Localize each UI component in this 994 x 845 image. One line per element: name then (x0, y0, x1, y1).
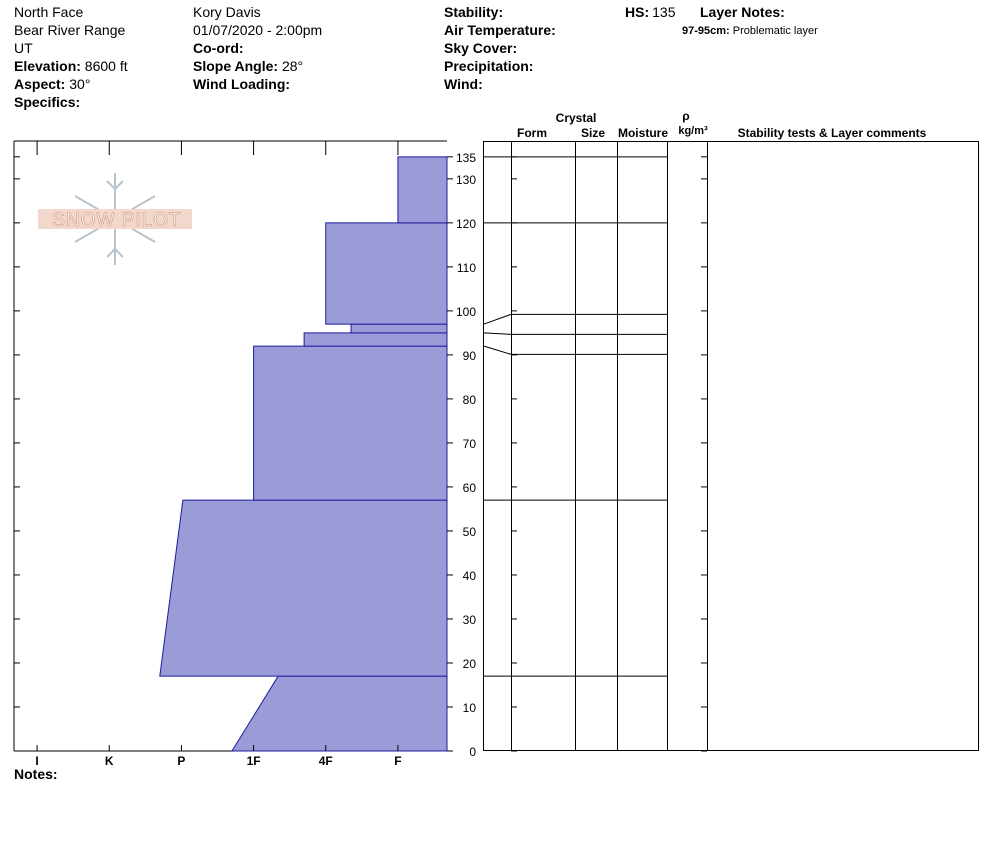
field-label: Co-ord: (193, 40, 244, 56)
y-tick-label: 135 (456, 151, 476, 165)
field-value: 28° (282, 58, 303, 74)
observer: Kory Davis (193, 4, 261, 20)
layer (397, 156, 448, 224)
x-tick-label: K (105, 754, 114, 768)
field: Aspect: 30° (14, 76, 90, 92)
date: 01/07/2020 - 2:00pm (193, 22, 322, 38)
col-header: Crystal (556, 111, 597, 125)
layer-notes-label: Layer Notes: (700, 4, 785, 20)
y-tick-label: 110 (457, 261, 476, 275)
field: Slope Angle: 28° (193, 58, 303, 74)
field-label: Sky Cover: (444, 40, 517, 56)
y-tick-label: 60 (463, 481, 477, 495)
y-tick-label: 40 (463, 569, 477, 583)
field-label: Aspect: (14, 76, 65, 92)
y-tick-label: 80 (463, 393, 477, 407)
col-header: Moisture (618, 126, 668, 140)
field-label: Wind: (444, 76, 483, 92)
x-tick-label: 4F (319, 754, 333, 768)
y-tick-label: 100 (456, 305, 476, 319)
field-label: Slope Angle: (193, 58, 278, 74)
layer-boundary (483, 313, 667, 325)
field: Elevation: 8600 ft (14, 58, 128, 74)
x-tick-label: P (177, 754, 185, 768)
col-header: kg/m³ (678, 125, 708, 137)
layer (325, 222, 448, 325)
x-tick-label: 1F (247, 754, 261, 768)
col-header: ρ (682, 109, 689, 123)
layer (350, 323, 448, 334)
layer-boundary (483, 332, 667, 335)
field-value: 8600 ft (85, 58, 128, 74)
range: Bear River Range (14, 22, 125, 38)
location: North Face (14, 4, 83, 20)
layer (303, 332, 448, 347)
x-tick-label: F (394, 754, 401, 768)
hs-value: 135 (652, 4, 676, 20)
hs: HS: 135 (625, 4, 676, 20)
field-value: 30° (69, 76, 90, 92)
field-label: Elevation: (14, 58, 81, 74)
state: UT (14, 40, 33, 56)
layer-boundary (483, 345, 667, 355)
logo-text: SNOW PILOT (52, 210, 181, 231)
col-header: Size (581, 126, 605, 140)
logo-band (38, 209, 192, 229)
y-tick-label: 70 (463, 437, 477, 451)
y-tick-label: 20 (463, 657, 477, 671)
plot: 0 10 20 30 40 50 60 70 80 90 100 110 120 130 135 I K P 1F 4… (14, 141, 707, 768)
field-label: Stability: (444, 4, 503, 20)
y-tick-label: 10 (463, 701, 477, 715)
field-label: Specifics: (14, 94, 80, 110)
y-tick-label: 50 (463, 525, 477, 539)
notes-label: Notes: (14, 766, 58, 782)
y-tick-label: 90 (463, 349, 477, 363)
y-tick-label: 130 (456, 173, 476, 187)
layer-note-text: Problematic layer (733, 25, 818, 37)
layer (159, 499, 448, 677)
table-frame (483, 141, 979, 751)
field-label: Precipitation: (444, 58, 533, 74)
x-tick-label: I (35, 754, 38, 768)
y-tick-label: 120 (456, 217, 476, 231)
col-header: Stability tests & Layer comments (738, 126, 927, 140)
y-tick-label: 0 (469, 745, 476, 759)
layer-note-depth: 97-95cm: (682, 25, 730, 37)
hs-label: HS: (625, 4, 649, 20)
field-label: Air Temperature: (444, 22, 556, 38)
layer-note: 97-95cm: Problematic layer (682, 25, 818, 37)
field-label: Wind Loading: (193, 76, 290, 92)
col-header: Form (517, 126, 547, 140)
layer (253, 345, 448, 501)
y-tick-label: 30 (463, 613, 477, 627)
